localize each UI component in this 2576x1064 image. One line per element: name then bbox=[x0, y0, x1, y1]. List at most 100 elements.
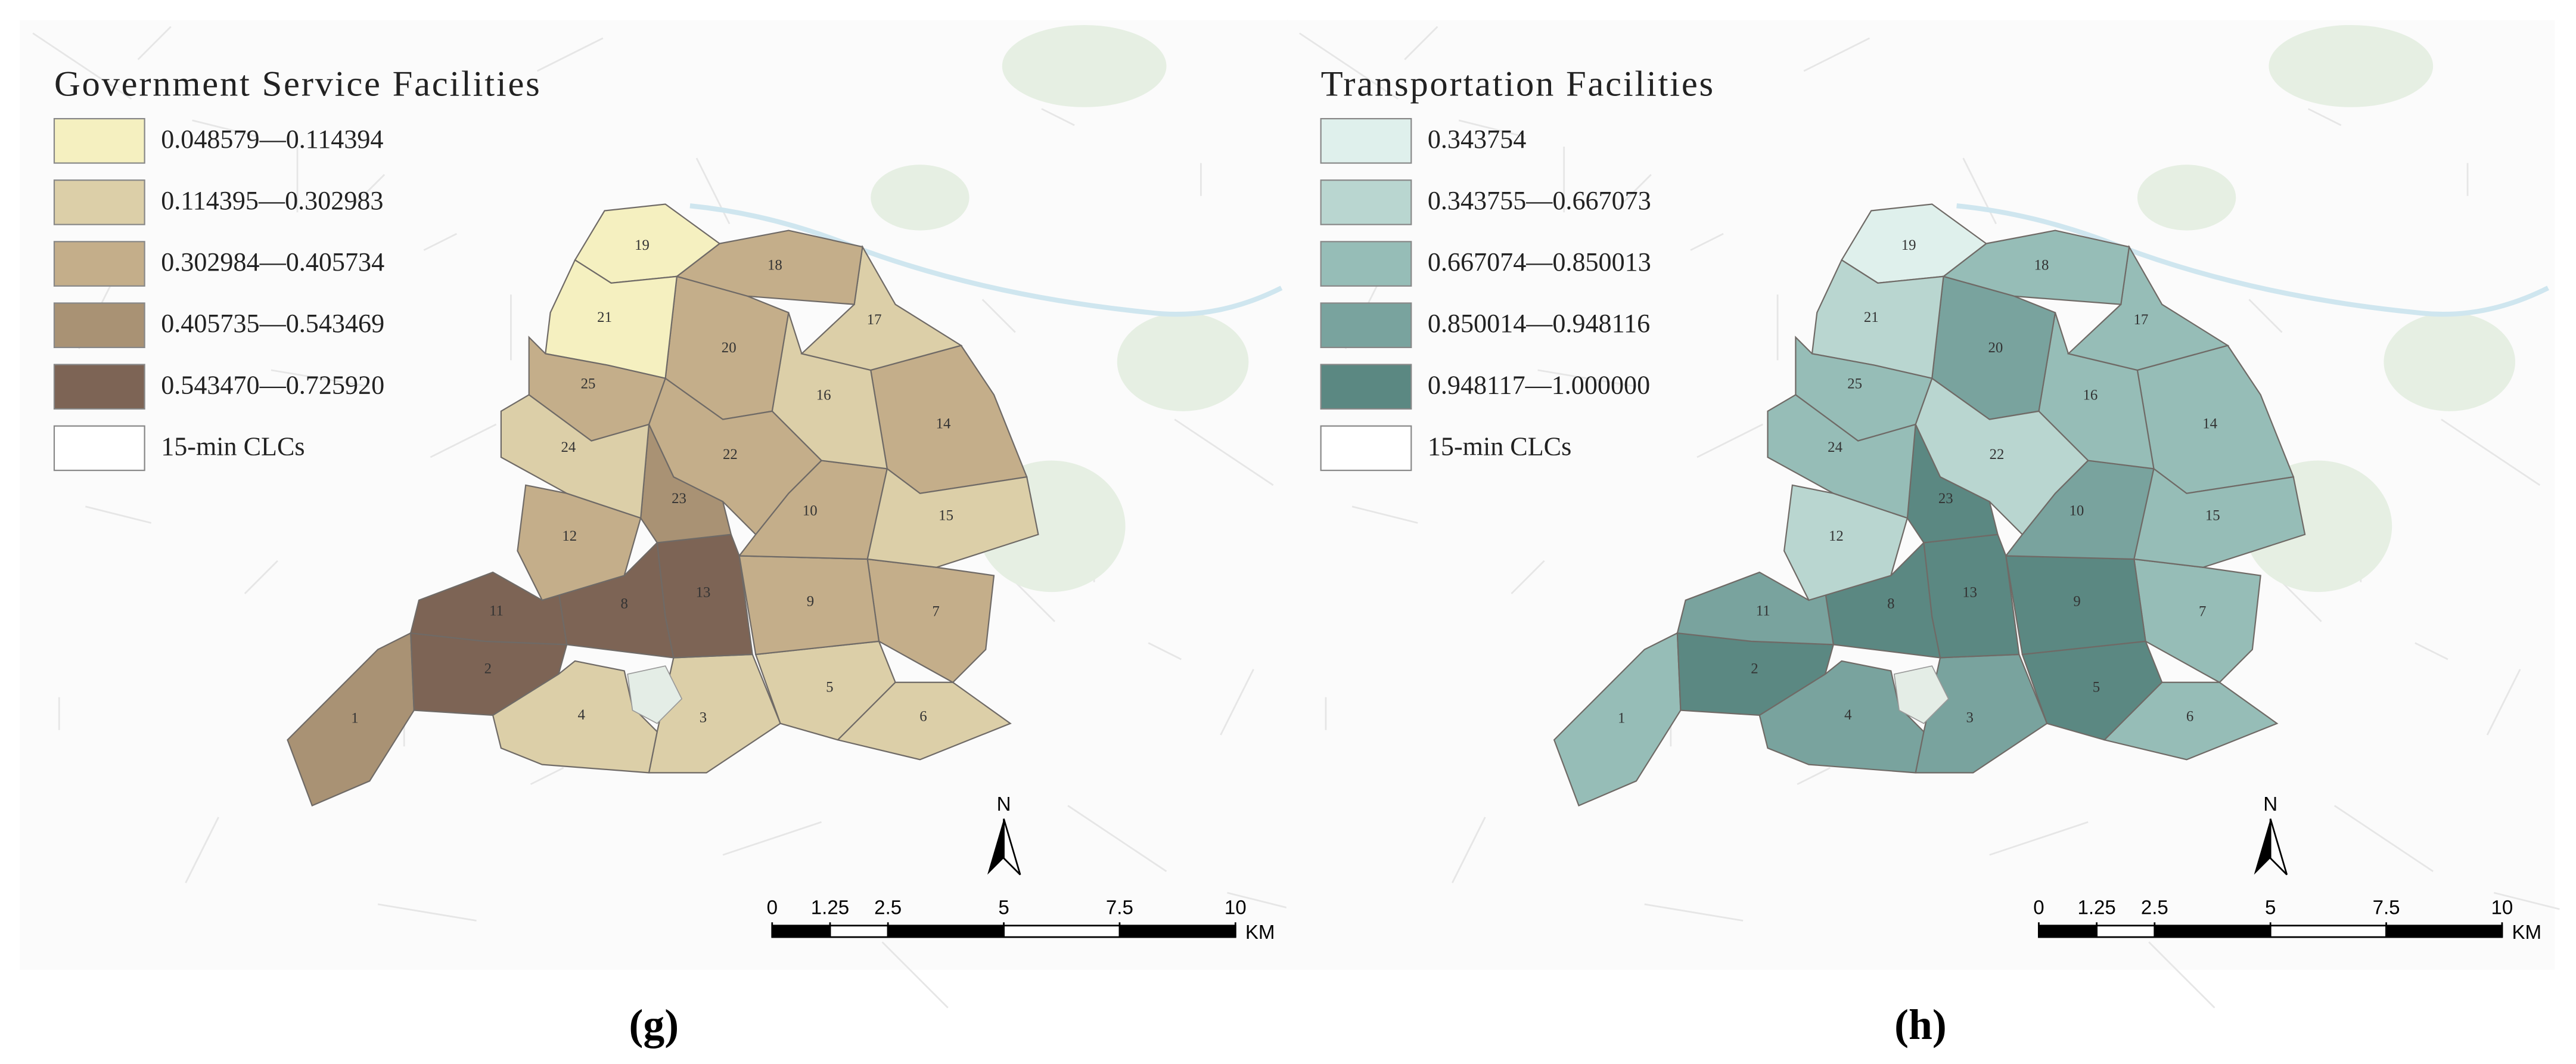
district-label: 22 bbox=[1990, 446, 2005, 463]
north-label: N bbox=[997, 793, 1011, 815]
street bbox=[2486, 669, 2521, 736]
legend-swatch bbox=[53, 118, 145, 164]
legend-swatch bbox=[1320, 241, 1412, 287]
green-area bbox=[1002, 24, 1167, 107]
street bbox=[351, 173, 386, 208]
legend-swatch bbox=[53, 241, 145, 287]
scale-label: 0 bbox=[2033, 897, 2044, 919]
street bbox=[881, 941, 949, 1009]
street bbox=[530, 767, 564, 785]
legend-swatch bbox=[53, 179, 145, 225]
district-label: 2 bbox=[484, 660, 492, 677]
legend-swatch bbox=[53, 425, 145, 471]
district-label: 21 bbox=[1864, 309, 1879, 325]
green-area bbox=[871, 165, 970, 231]
district-label: 22 bbox=[723, 446, 738, 463]
district-label: 25 bbox=[1847, 376, 1862, 392]
district-label: 9 bbox=[807, 594, 814, 610]
district-label: 6 bbox=[2186, 708, 2193, 724]
district-label: 16 bbox=[2083, 387, 2098, 403]
district-label: 15 bbox=[2205, 507, 2220, 523]
north-arrow bbox=[2254, 818, 2271, 875]
street bbox=[981, 299, 1016, 333]
scale-label: 5 bbox=[2265, 897, 2276, 919]
caption: (g) bbox=[629, 1001, 679, 1049]
street bbox=[1148, 642, 1182, 660]
district-label: 2 bbox=[1751, 660, 1758, 677]
legend-label: 0.543470—0.725920 bbox=[161, 370, 384, 399]
district-label: 11 bbox=[489, 603, 504, 619]
scale-label: 5 bbox=[998, 897, 1009, 919]
legend-label: 0.948117—1.000000 bbox=[1428, 370, 1650, 399]
street bbox=[2415, 642, 2448, 660]
street bbox=[2333, 805, 2434, 872]
scale-label: 7.5 bbox=[1106, 897, 1133, 919]
street bbox=[1537, 369, 1637, 387]
district-label: 11 bbox=[1756, 603, 1770, 619]
legend-label: 0.343755—0.667073 bbox=[1428, 186, 1651, 215]
legend-swatch bbox=[53, 364, 145, 410]
street bbox=[1989, 821, 2089, 856]
district-label: 6 bbox=[919, 708, 927, 724]
district-label: 17 bbox=[2133, 312, 2148, 328]
legend-swatch bbox=[1320, 364, 1412, 410]
river bbox=[1956, 203, 2549, 317]
street bbox=[85, 505, 151, 524]
district-label: 7 bbox=[932, 603, 939, 619]
district-label: 24 bbox=[561, 439, 576, 455]
excluded-area bbox=[627, 665, 683, 724]
legend-swatch bbox=[53, 302, 145, 348]
scale-label: 7.5 bbox=[2373, 897, 2400, 919]
district-label: 23 bbox=[672, 491, 686, 507]
scale-segment bbox=[2385, 925, 2503, 938]
street bbox=[1220, 669, 1254, 736]
street bbox=[271, 369, 370, 387]
scale-unit: KM bbox=[1245, 922, 1275, 944]
legend-label: 15-min CLCs bbox=[161, 432, 304, 461]
street bbox=[1227, 892, 1294, 910]
street bbox=[1458, 119, 1525, 138]
district-label: 15 bbox=[939, 507, 953, 523]
street bbox=[192, 119, 259, 138]
green-area bbox=[2269, 24, 2434, 107]
street bbox=[2307, 108, 2342, 126]
scale-segment bbox=[2038, 925, 2098, 938]
legend-label: 0.114395—0.302983 bbox=[161, 186, 383, 215]
scale-label: 0 bbox=[767, 897, 778, 919]
district-label: 24 bbox=[1828, 439, 1842, 455]
scale-segment bbox=[887, 925, 1005, 938]
caption: (h) bbox=[1894, 1001, 1947, 1049]
street bbox=[1067, 805, 1167, 872]
street bbox=[1451, 817, 1486, 883]
legend-swatch bbox=[1320, 425, 1412, 471]
legend-label: 15-min CLCs bbox=[1428, 432, 1571, 461]
legend-swatch bbox=[1320, 302, 1412, 348]
district-label: 13 bbox=[1962, 585, 1977, 601]
district-label: 19 bbox=[635, 237, 650, 253]
scale-segment bbox=[1118, 925, 1236, 938]
district-label: 16 bbox=[816, 387, 831, 403]
legend-swatch bbox=[1320, 179, 1412, 225]
district-label: 25 bbox=[581, 376, 596, 392]
district bbox=[492, 660, 658, 774]
legend-label: 0.667074—0.850013 bbox=[1428, 247, 1651, 277]
north-label: N bbox=[2263, 793, 2277, 815]
scale-label: 1.25 bbox=[2077, 897, 2115, 919]
street bbox=[2248, 299, 2283, 333]
green-area bbox=[2384, 312, 2515, 411]
street bbox=[244, 560, 278, 594]
district-label: 21 bbox=[597, 309, 612, 325]
district-label: 4 bbox=[1844, 707, 1852, 723]
district-label: 13 bbox=[696, 585, 711, 601]
scale-label: 10 bbox=[2491, 897, 2513, 919]
district-label: 7 bbox=[2199, 603, 2206, 619]
scale-label: 2.5 bbox=[874, 897, 902, 919]
street bbox=[1696, 423, 1763, 458]
district-label: 18 bbox=[767, 257, 782, 273]
scale-segment bbox=[771, 925, 831, 938]
street bbox=[1404, 26, 1438, 60]
district-label: 20 bbox=[1988, 340, 2003, 356]
district bbox=[866, 467, 1039, 568]
